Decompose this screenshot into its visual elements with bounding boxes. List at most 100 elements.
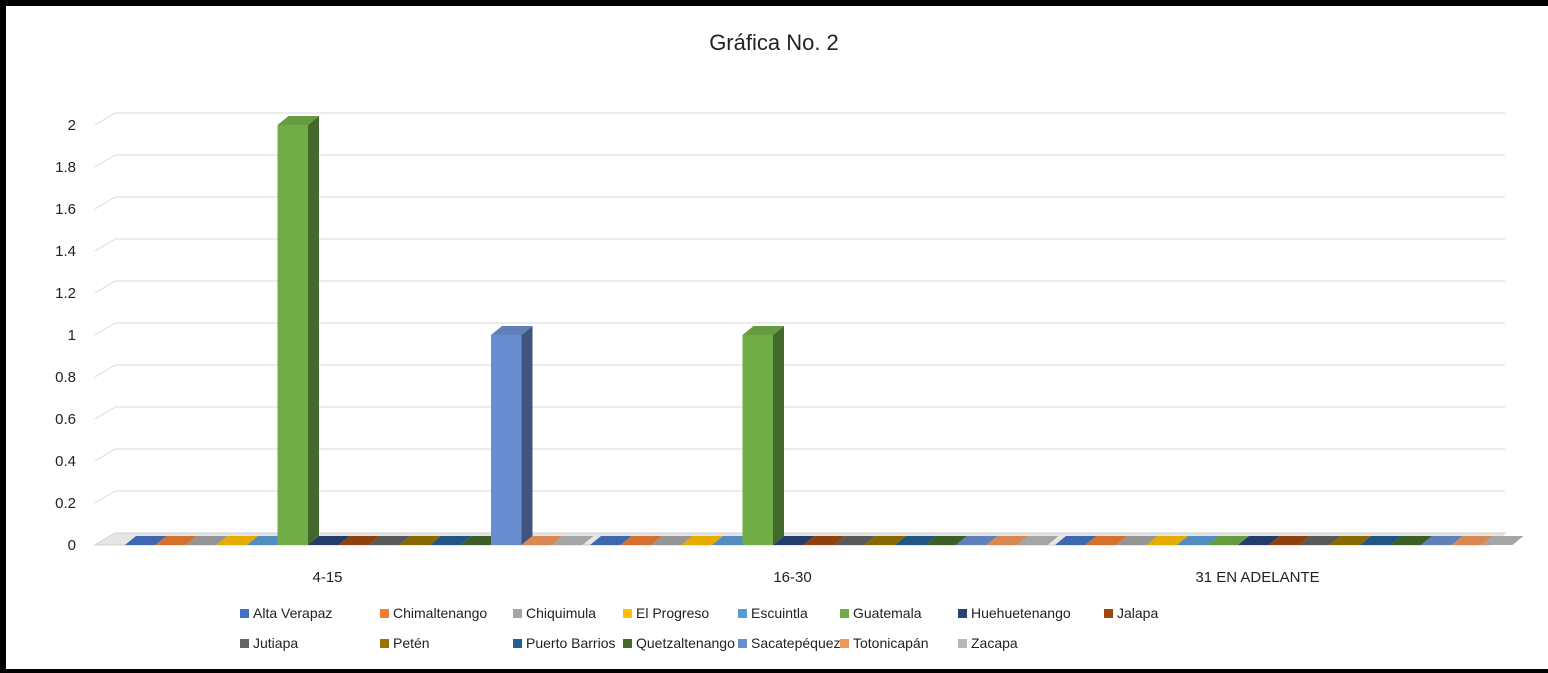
legend-label: Huehuetenango bbox=[971, 605, 1071, 621]
bar-top bbox=[491, 326, 533, 335]
gridline-side bbox=[94, 280, 116, 294]
legend-item: Puerto Barrios bbox=[513, 635, 615, 651]
legend-row: Jutiapa Petén Puerto Barrios Quetzaltenango… bbox=[240, 635, 1300, 665]
bar-top bbox=[1146, 536, 1188, 545]
bar-top bbox=[125, 536, 167, 545]
bar-top bbox=[681, 536, 723, 545]
bar-top bbox=[1390, 536, 1432, 545]
bar-top bbox=[552, 536, 594, 545]
legend-item: Chiquimula bbox=[513, 605, 596, 621]
bar bbox=[277, 125, 308, 545]
legend-swatch bbox=[240, 639, 249, 648]
gridline-side bbox=[94, 238, 116, 252]
bar-top bbox=[590, 536, 632, 545]
legend-label: Quetzaltenango bbox=[636, 635, 735, 651]
bar-top bbox=[308, 536, 350, 545]
bar bbox=[491, 335, 522, 545]
bar-top bbox=[773, 536, 815, 545]
legend-item: El Progreso bbox=[623, 605, 709, 621]
chart-title: Gráfica No. 2 bbox=[709, 30, 839, 55]
bar-top bbox=[1329, 536, 1371, 545]
bar-top bbox=[1116, 536, 1158, 545]
bar-top bbox=[1055, 536, 1097, 545]
legend-row: Alta Verapaz Chimaltenango Chiquimula El Pr… bbox=[240, 605, 1300, 635]
legend-swatch bbox=[623, 639, 632, 648]
gridline-side bbox=[94, 196, 116, 210]
legend-swatch bbox=[958, 609, 967, 618]
chart-legend: Alta Verapaz Chimaltenango Chiquimula El Pr… bbox=[240, 605, 1300, 665]
legend-label: Puerto Barrios bbox=[526, 635, 616, 651]
bar-top bbox=[1085, 536, 1127, 545]
legend-swatch bbox=[840, 639, 849, 648]
bar-top bbox=[895, 536, 937, 545]
legend-item: Jalapa bbox=[1104, 605, 1158, 621]
bar-top bbox=[956, 536, 998, 545]
bar-top bbox=[1360, 536, 1402, 545]
bar-side bbox=[308, 116, 319, 545]
legend-swatch bbox=[380, 639, 389, 648]
legend-swatch bbox=[738, 609, 747, 618]
bar-top bbox=[277, 116, 319, 125]
bar-top bbox=[1451, 536, 1493, 545]
gridline-side bbox=[94, 490, 116, 504]
bar-top bbox=[1482, 536, 1524, 545]
legend-label: Petén bbox=[393, 635, 430, 651]
legend-label: Zacapa bbox=[971, 635, 1018, 651]
y-tick-label: 1 bbox=[68, 327, 76, 344]
legend-item: Escuintla bbox=[738, 605, 808, 621]
legend-swatch bbox=[958, 639, 967, 648]
bar-top bbox=[742, 326, 784, 335]
bar-side bbox=[773, 326, 784, 545]
category-label: 31 EN ADELANTE bbox=[1195, 569, 1319, 586]
legend-swatch bbox=[623, 609, 632, 618]
legend-item: Totonicapán bbox=[840, 635, 929, 651]
legend-label: El Progreso bbox=[636, 605, 710, 621]
gridline-side bbox=[94, 322, 116, 336]
bar-top bbox=[1017, 536, 1059, 545]
legend-item: Guatemala bbox=[840, 605, 921, 621]
legend-item: Sacatepéquez bbox=[738, 635, 841, 651]
legend-item: Zacapa bbox=[958, 635, 1018, 651]
legend-item: Petén bbox=[380, 635, 430, 651]
bar-top bbox=[186, 536, 228, 545]
bar-top bbox=[1268, 536, 1310, 545]
bar-top bbox=[1421, 536, 1463, 545]
bar-top bbox=[399, 536, 441, 545]
bar-top bbox=[864, 536, 906, 545]
bar bbox=[742, 335, 773, 545]
bar-top bbox=[430, 536, 472, 545]
legend-label: Totonicapán bbox=[853, 635, 929, 651]
bar-top bbox=[521, 536, 563, 545]
y-tick-label: 1.8 bbox=[55, 159, 76, 176]
y-tick-label: 1.4 bbox=[55, 243, 76, 260]
legend-swatch bbox=[1104, 609, 1113, 618]
bar-top bbox=[155, 536, 197, 545]
y-tick-label: 0.2 bbox=[55, 495, 76, 512]
legend-label: Escuintla bbox=[751, 605, 808, 621]
bar-top bbox=[369, 536, 411, 545]
legend-swatch bbox=[738, 639, 747, 648]
bar-top bbox=[986, 536, 1028, 545]
legend-label: Sacatepéquez bbox=[751, 635, 841, 651]
bar-top bbox=[1299, 536, 1341, 545]
bar-top bbox=[925, 536, 967, 545]
gridline-side bbox=[94, 406, 116, 420]
legend-item: Jutiapa bbox=[240, 635, 298, 651]
legend-item: Quetzaltenango bbox=[623, 635, 735, 651]
legend-label: Jalapa bbox=[1117, 605, 1159, 621]
gridline-side bbox=[94, 112, 116, 126]
y-tick-label: 1.6 bbox=[55, 201, 76, 218]
y-tick-label: 1.2 bbox=[55, 285, 76, 302]
bar-top bbox=[338, 536, 380, 545]
bar-side bbox=[521, 326, 533, 545]
bar-top bbox=[803, 536, 845, 545]
legend-label: Alta Verapaz bbox=[253, 605, 333, 621]
y-tick-label: 0.4 bbox=[55, 453, 76, 470]
legend-label: Chiquimula bbox=[526, 605, 597, 621]
legend-swatch bbox=[380, 609, 389, 618]
y-tick-label: 2 bbox=[68, 117, 76, 134]
legend-swatch bbox=[840, 609, 849, 618]
legend-swatch bbox=[240, 609, 249, 618]
legend-label: Chimaltenango bbox=[393, 605, 488, 621]
